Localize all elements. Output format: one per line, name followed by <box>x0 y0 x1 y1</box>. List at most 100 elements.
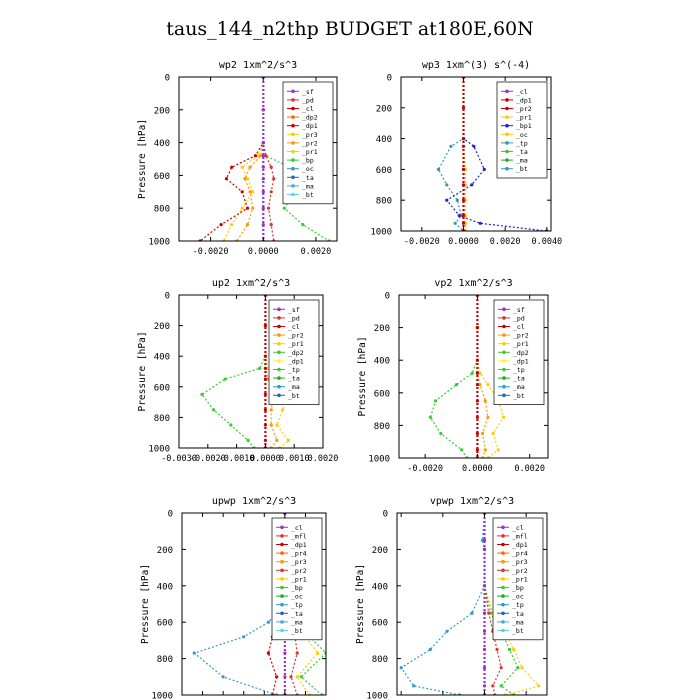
y-tick-label: 600 <box>374 389 390 399</box>
legend-label: _oc <box>512 593 524 601</box>
legend-marker <box>291 115 295 119</box>
legend-marker <box>280 551 284 555</box>
data-point <box>245 206 250 210</box>
data-point <box>258 366 262 370</box>
y-tick-label: 0 <box>383 510 388 520</box>
data-point <box>295 651 299 655</box>
y-axis-label: Pressure [hPa] <box>355 564 366 644</box>
legend-label: _bp <box>291 584 303 592</box>
data-point <box>259 154 263 158</box>
legend-marker <box>277 384 281 389</box>
legend-marker <box>502 350 506 355</box>
legend-label: _ta <box>512 610 524 618</box>
series-line <box>437 77 465 231</box>
y-axis-label: Pressure [hPa] <box>357 336 368 416</box>
data-point <box>475 415 479 419</box>
legend-marker <box>280 534 284 538</box>
plot-frame <box>178 76 338 242</box>
y-tick-label: 200 <box>372 546 388 556</box>
data-point <box>455 198 459 202</box>
y-tick-label: 200 <box>154 106 170 116</box>
legend-marker <box>280 628 284 633</box>
legend-label: _dp1 <box>302 122 318 130</box>
y-tick-label: 1000 <box>368 455 390 465</box>
y-tick-label: 800 <box>374 422 390 432</box>
legend-marker <box>291 166 295 171</box>
plot-title: wp3 1xm^(3) s^(-4) <box>422 60 530 71</box>
y-tick-label: 200 <box>157 546 173 556</box>
data-point <box>263 324 267 328</box>
legend-marker <box>501 559 505 564</box>
legend-label: _ma <box>513 383 525 391</box>
x-tick-label: 0.0020 <box>490 237 521 247</box>
legend-marker <box>502 333 506 337</box>
data-point <box>230 223 234 227</box>
data-point <box>251 190 255 194</box>
y-tick-label: 1000 <box>366 692 388 700</box>
legend-label: _cl <box>288 323 300 331</box>
legend-label: _bt <box>513 392 525 400</box>
legend-marker <box>291 184 295 188</box>
y-tick-label: 400 <box>376 135 392 145</box>
plot-5: upwp 1xm^2/s^3 Pressure [hPa] 0 200 400 600 80… <box>140 496 327 700</box>
data-point <box>240 206 244 210</box>
data-point <box>482 167 486 171</box>
legend-label: _ta <box>302 174 314 182</box>
data-point <box>261 190 265 194</box>
legend-label: _pd <box>513 314 525 322</box>
data-point <box>482 629 487 633</box>
data-point <box>445 198 449 202</box>
legend-label: _ta <box>291 610 303 618</box>
y-tick-label: 0 <box>168 510 173 520</box>
legend-label: _cl <box>516 88 528 96</box>
legend-marker <box>505 89 509 94</box>
y-tick-label: 600 <box>157 619 173 629</box>
data-point <box>512 647 516 652</box>
data-point <box>482 538 487 542</box>
y-tick-label: 600 <box>154 383 170 393</box>
data-point <box>461 198 466 202</box>
x-tick-label: 0.0000 <box>248 247 279 257</box>
x-tick-label: 0.0020 <box>308 454 339 464</box>
legend-label: _dp2 <box>288 349 304 357</box>
legend-label: _oc <box>516 131 528 139</box>
data-point <box>482 647 487 652</box>
legend-label: _pr2 <box>516 105 532 113</box>
legend-label: _ma <box>512 618 524 626</box>
data-point <box>496 448 500 452</box>
y-tick-label: 400 <box>372 582 388 592</box>
series-line <box>429 295 478 458</box>
data-point <box>516 666 520 670</box>
legend-marker <box>501 534 505 538</box>
y-tick-label: 400 <box>154 139 170 149</box>
plot-frame <box>181 512 327 696</box>
legend-label: _ta <box>516 148 528 156</box>
legend-marker <box>280 602 284 607</box>
legend-label: _mfl <box>291 532 307 540</box>
y-tick-label: 200 <box>374 324 390 334</box>
legend-marker <box>277 316 281 320</box>
data-point <box>482 547 487 552</box>
legend-marker <box>501 542 505 547</box>
series-line <box>201 295 266 448</box>
legend-marker <box>501 611 505 616</box>
y-tick-label: 600 <box>372 619 388 629</box>
data-point <box>275 438 279 442</box>
data-point <box>481 431 485 436</box>
legend-marker <box>502 316 506 320</box>
data-point <box>212 408 216 412</box>
legend-marker <box>280 568 284 573</box>
legend-label: _ma <box>291 618 303 626</box>
data-point <box>283 675 287 679</box>
data-point <box>192 651 196 655</box>
data-point <box>275 423 279 427</box>
data-point <box>482 684 487 688</box>
data-point <box>263 354 267 358</box>
legend-marker <box>291 89 295 94</box>
legend-marker <box>505 123 509 128</box>
legend-label: _pr3 <box>302 131 318 139</box>
series-line <box>462 77 467 231</box>
data-point <box>475 371 479 375</box>
legend-label: _pr1 <box>513 340 529 348</box>
data-point <box>266 206 271 210</box>
